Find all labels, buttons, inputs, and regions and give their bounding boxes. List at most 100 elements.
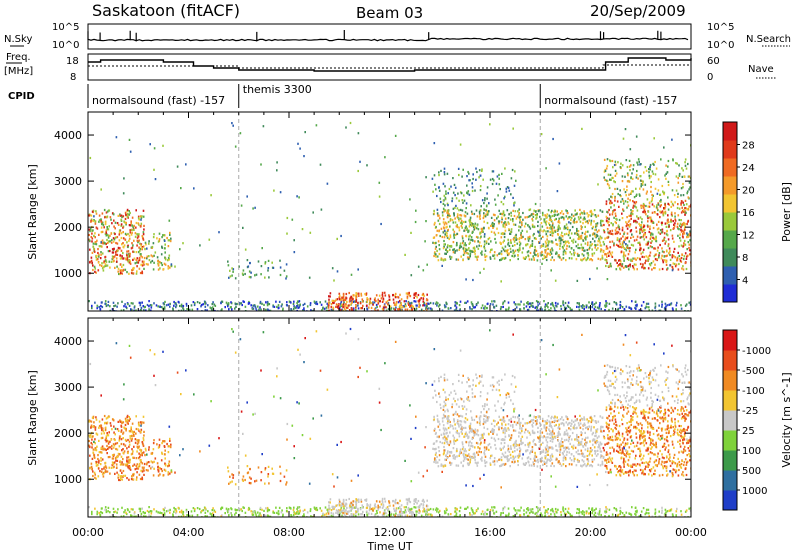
echo-mark — [114, 433, 116, 436]
echo-mark — [139, 304, 142, 307]
echo-mark — [423, 294, 425, 297]
echo-mark — [591, 301, 594, 304]
echo-mark — [662, 214, 665, 217]
echo-mark — [483, 235, 486, 238]
echo-mark — [435, 241, 437, 244]
echo-mark — [91, 261, 93, 264]
echo-mark — [646, 306, 648, 309]
echo-mark — [621, 180, 624, 183]
echo-mark — [515, 233, 517, 236]
echo-mark — [480, 227, 483, 230]
echo-mark — [544, 221, 547, 224]
echo-mark — [438, 217, 441, 220]
echo-mark — [599, 241, 601, 244]
echo-mark — [152, 474, 155, 477]
echo-mark — [124, 303, 126, 306]
echo-mark — [462, 240, 465, 243]
echo-mark — [661, 254, 663, 257]
echo-mark — [302, 303, 305, 307]
echo-mark — [606, 236, 608, 239]
echo-mark — [547, 508, 549, 511]
echo-mark — [266, 304, 269, 307]
echo-mark — [518, 208, 520, 211]
echo-mark — [582, 304, 584, 307]
echo-mark — [659, 309, 662, 311]
echo-mark — [593, 303, 596, 306]
echo-mark — [599, 302, 601, 305]
echo-mark — [595, 507, 597, 510]
echo-mark — [489, 251, 492, 254]
echo-mark — [105, 440, 108, 443]
echo-mark — [129, 229, 131, 232]
echo-mark — [657, 209, 659, 212]
echo-mark — [241, 303, 243, 307]
echo-mark — [308, 276, 311, 279]
echo-mark — [262, 125, 265, 128]
echo-mark — [458, 219, 460, 222]
echo-mark — [106, 432, 108, 435]
echo-mark — [150, 515, 152, 517]
echo-mark — [598, 304, 601, 307]
echo-mark — [235, 511, 237, 514]
echo-mark — [654, 263, 656, 266]
echo-mark — [359, 302, 362, 305]
echo-mark — [588, 219, 590, 222]
echo-mark — [329, 292, 332, 295]
echo-mark — [614, 181, 616, 184]
echo-mark — [508, 189, 511, 192]
echo-mark — [394, 308, 397, 311]
echo-mark — [545, 220, 548, 223]
echo-mark — [523, 509, 525, 512]
echo-mark — [483, 220, 485, 223]
echo-mark — [567, 511, 570, 514]
echo-mark — [94, 438, 96, 441]
echo-mark — [409, 304, 412, 308]
echo-mark — [651, 203, 654, 206]
echo-mark — [456, 302, 458, 305]
echo-mark — [95, 477, 97, 480]
echo-mark — [493, 257, 496, 260]
echo-mark — [584, 218, 586, 221]
echo-mark — [631, 233, 633, 236]
echo-mark — [160, 262, 163, 265]
echo-mark — [580, 227, 583, 231]
echo-mark — [664, 174, 666, 177]
echo-mark — [139, 477, 142, 481]
echo-mark — [531, 223, 534, 226]
echo-mark — [577, 254, 579, 257]
echo-mark — [95, 418, 98, 421]
echo-mark — [228, 276, 230, 279]
echo-mark — [556, 243, 559, 246]
echo-mark — [418, 299, 421, 302]
echo-mark — [406, 297, 409, 300]
echo-mark — [500, 512, 502, 515]
echo-mark — [121, 461, 123, 464]
echo-mark — [150, 304, 153, 307]
echo-mark — [627, 204, 630, 207]
echo-mark — [393, 301, 395, 304]
echo-mark — [405, 506, 407, 509]
echo-mark — [630, 164, 632, 167]
echo-mark — [199, 244, 201, 247]
echo-mark — [567, 301, 570, 304]
echo-mark — [513, 240, 516, 243]
echo-mark — [557, 228, 560, 231]
echo-mark — [444, 221, 447, 224]
echo-mark — [593, 220, 595, 223]
echo-mark — [581, 212, 584, 215]
echo-mark — [674, 219, 677, 222]
echo-mark — [523, 307, 525, 310]
echo-mark — [668, 247, 671, 250]
echo-mark — [689, 253, 691, 256]
echo-mark — [95, 210, 97, 213]
echo-mark — [562, 510, 565, 513]
echo-mark — [686, 234, 689, 237]
echo-mark — [378, 195, 381, 198]
echo-mark — [115, 463, 118, 466]
echo-mark — [520, 236, 523, 239]
echo-mark — [683, 223, 685, 226]
echo-mark — [667, 244, 670, 248]
echo-mark — [132, 244, 134, 247]
echo-mark — [556, 210, 558, 213]
echo-mark — [527, 308, 530, 311]
